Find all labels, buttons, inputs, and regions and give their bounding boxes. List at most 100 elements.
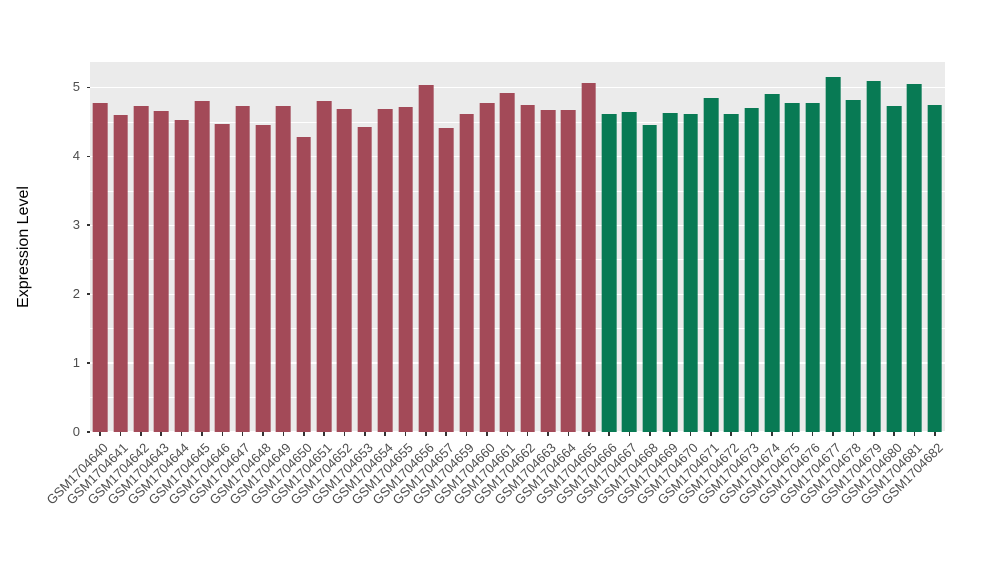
bar bbox=[784, 103, 800, 432]
bar bbox=[459, 113, 474, 432]
bar bbox=[479, 103, 495, 432]
x-tick bbox=[771, 432, 773, 436]
x-tick bbox=[384, 432, 386, 436]
x-tick bbox=[140, 432, 142, 436]
x-tick bbox=[180, 432, 183, 436]
bar bbox=[174, 119, 189, 432]
x-tick bbox=[628, 432, 631, 436]
bar bbox=[296, 137, 312, 432]
bar bbox=[723, 114, 739, 432]
plot-panel bbox=[90, 62, 945, 433]
gridline-minor bbox=[90, 259, 945, 261]
x-tick bbox=[119, 432, 122, 436]
y-tick bbox=[87, 293, 90, 295]
x-tick bbox=[201, 432, 203, 436]
y-tick-label: 3 bbox=[72, 217, 80, 233]
y-tick bbox=[87, 86, 90, 89]
bar bbox=[622, 112, 637, 432]
bar bbox=[601, 114, 617, 432]
bar bbox=[866, 80, 882, 432]
bar bbox=[255, 125, 271, 432]
bar bbox=[153, 110, 169, 432]
x-tick bbox=[669, 432, 671, 436]
x-axis: GSM1704640 GSM1704641 GSM1704642 GSM1704643… bbox=[43, 432, 945, 577]
x-tick bbox=[852, 432, 855, 436]
x-tick bbox=[832, 432, 834, 436]
x-tick bbox=[872, 432, 875, 436]
bar bbox=[92, 102, 108, 432]
bar bbox=[194, 101, 210, 432]
bar bbox=[235, 106, 250, 432]
y-tick-label: 5 bbox=[72, 79, 80, 95]
bar bbox=[825, 77, 841, 432]
x-tick bbox=[567, 432, 570, 436]
bar bbox=[581, 83, 597, 432]
bar bbox=[805, 102, 820, 432]
bar bbox=[316, 101, 332, 432]
bar bbox=[662, 113, 678, 432]
bar bbox=[133, 106, 149, 432]
bar bbox=[703, 97, 719, 432]
bar bbox=[438, 128, 454, 432]
bar bbox=[540, 109, 556, 432]
x-tick bbox=[811, 432, 814, 436]
y-tick bbox=[87, 431, 90, 433]
x-tick bbox=[323, 432, 325, 436]
gridline-minor bbox=[90, 190, 945, 192]
x-tick bbox=[730, 432, 733, 436]
x-tick bbox=[587, 432, 590, 436]
x-tick bbox=[241, 432, 244, 436]
bar bbox=[907, 84, 922, 432]
x-tick bbox=[282, 432, 285, 436]
x-tick bbox=[425, 432, 427, 436]
bar bbox=[764, 94, 780, 432]
bar bbox=[520, 104, 535, 432]
bar bbox=[744, 108, 759, 432]
bar bbox=[561, 109, 576, 432]
y-axis: 0 1 2 3 4 5 bbox=[0, 62, 90, 439]
x-tick bbox=[506, 432, 509, 436]
x-tick bbox=[99, 432, 101, 436]
x-tick bbox=[547, 432, 549, 436]
bar bbox=[113, 115, 128, 432]
bar bbox=[927, 105, 943, 432]
y-tick-label: 2 bbox=[72, 286, 80, 302]
bar bbox=[499, 93, 515, 432]
x-tick bbox=[791, 432, 794, 436]
bar bbox=[886, 106, 902, 432]
bar bbox=[276, 106, 291, 432]
gridline-major bbox=[90, 224, 945, 226]
gridline-minor bbox=[90, 397, 945, 398]
gridline-minor bbox=[90, 121, 945, 123]
x-tick bbox=[302, 432, 305, 436]
bar bbox=[642, 125, 658, 432]
x-tick bbox=[913, 432, 916, 436]
bar bbox=[398, 106, 413, 432]
gridline-major bbox=[90, 86, 945, 89]
gridline-major bbox=[90, 155, 945, 158]
bar bbox=[214, 124, 230, 432]
bar bbox=[846, 99, 861, 432]
bar bbox=[418, 85, 434, 432]
x-tick bbox=[486, 432, 488, 436]
x-tick bbox=[221, 432, 224, 436]
x-tick bbox=[160, 432, 163, 436]
x-tick bbox=[893, 432, 895, 436]
x-tick bbox=[465, 432, 468, 436]
bar bbox=[683, 113, 698, 432]
x-tick bbox=[710, 432, 712, 436]
x-tick bbox=[445, 432, 448, 436]
gridline-major bbox=[90, 362, 945, 364]
y-tick bbox=[87, 224, 90, 227]
x-tick bbox=[262, 432, 264, 436]
y-tick-label: 0 bbox=[72, 424, 80, 439]
gridline-major bbox=[90, 431, 945, 433]
x-tick bbox=[364, 432, 366, 436]
y-tick-label: 4 bbox=[72, 148, 80, 164]
y-tick bbox=[87, 155, 90, 158]
x-tick bbox=[750, 432, 753, 436]
x-tick bbox=[526, 432, 529, 436]
x-tick bbox=[404, 432, 407, 436]
x-tick bbox=[608, 432, 610, 436]
